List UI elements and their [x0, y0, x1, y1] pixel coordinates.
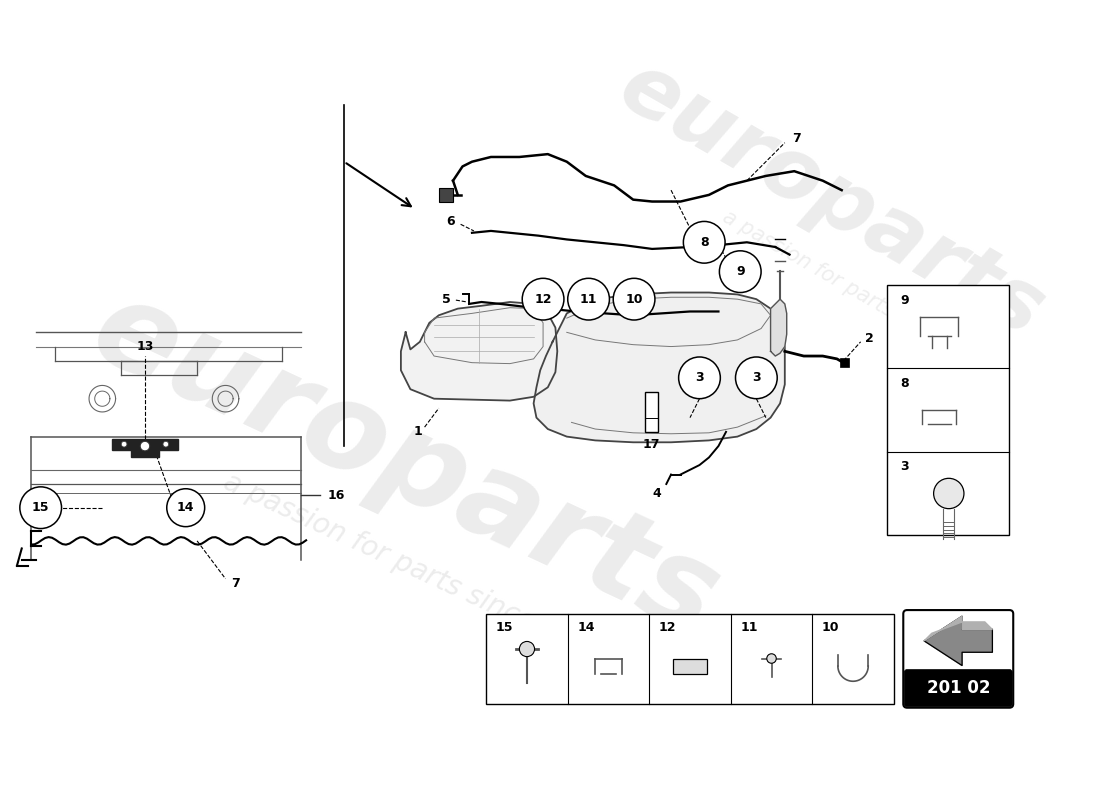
Text: 15: 15: [32, 502, 50, 514]
FancyBboxPatch shape: [673, 658, 707, 674]
Text: europarts: europarts: [75, 270, 737, 661]
Circle shape: [519, 642, 535, 657]
FancyBboxPatch shape: [486, 614, 894, 704]
FancyBboxPatch shape: [904, 670, 1012, 706]
Text: 14: 14: [177, 502, 195, 514]
Text: 8: 8: [901, 377, 909, 390]
Text: 9: 9: [736, 265, 745, 278]
Text: 11: 11: [740, 621, 758, 634]
Text: 5: 5: [442, 293, 451, 306]
FancyBboxPatch shape: [839, 358, 849, 367]
Text: 3: 3: [901, 461, 909, 474]
Text: 1: 1: [414, 426, 422, 438]
Circle shape: [683, 222, 725, 263]
Text: 15: 15: [496, 621, 514, 634]
Text: europarts: europarts: [605, 45, 1059, 354]
Circle shape: [140, 442, 150, 451]
Text: 17: 17: [642, 438, 660, 450]
Text: 11: 11: [580, 293, 597, 306]
FancyBboxPatch shape: [888, 285, 1009, 535]
Text: 10: 10: [822, 621, 839, 634]
Text: 2: 2: [866, 333, 874, 346]
Text: 14: 14: [578, 621, 595, 634]
Polygon shape: [534, 293, 784, 442]
Text: 16: 16: [328, 489, 345, 502]
Circle shape: [934, 478, 964, 509]
Circle shape: [719, 251, 761, 293]
Text: 9: 9: [901, 294, 909, 306]
Text: a passion for parts since 1985: a passion for parts since 1985: [219, 468, 612, 670]
Text: a passion for parts since 1985: a passion for parts since 1985: [719, 207, 1002, 382]
FancyBboxPatch shape: [903, 610, 1013, 708]
Polygon shape: [771, 299, 786, 356]
Circle shape: [121, 442, 126, 447]
Text: 7: 7: [231, 577, 240, 590]
Circle shape: [522, 278, 564, 320]
Text: 8: 8: [700, 236, 708, 249]
Circle shape: [613, 278, 654, 320]
Text: 10: 10: [625, 293, 642, 306]
Text: 12: 12: [535, 293, 552, 306]
Circle shape: [167, 489, 205, 526]
Text: 3: 3: [752, 371, 761, 384]
Polygon shape: [924, 616, 992, 641]
FancyBboxPatch shape: [439, 188, 453, 202]
Polygon shape: [924, 616, 992, 666]
Circle shape: [568, 278, 609, 320]
Circle shape: [736, 357, 778, 398]
Text: 12: 12: [659, 621, 676, 634]
Polygon shape: [112, 438, 178, 458]
Text: 13: 13: [136, 340, 154, 353]
Circle shape: [767, 654, 777, 663]
Polygon shape: [400, 302, 558, 401]
Text: 4: 4: [652, 487, 661, 500]
Circle shape: [679, 357, 721, 398]
Circle shape: [20, 487, 62, 529]
FancyBboxPatch shape: [645, 392, 658, 432]
Text: 201 02: 201 02: [926, 679, 990, 697]
Text: 6: 6: [447, 215, 455, 228]
Circle shape: [163, 442, 168, 447]
Text: 3: 3: [695, 371, 704, 384]
Text: 7: 7: [792, 131, 801, 145]
